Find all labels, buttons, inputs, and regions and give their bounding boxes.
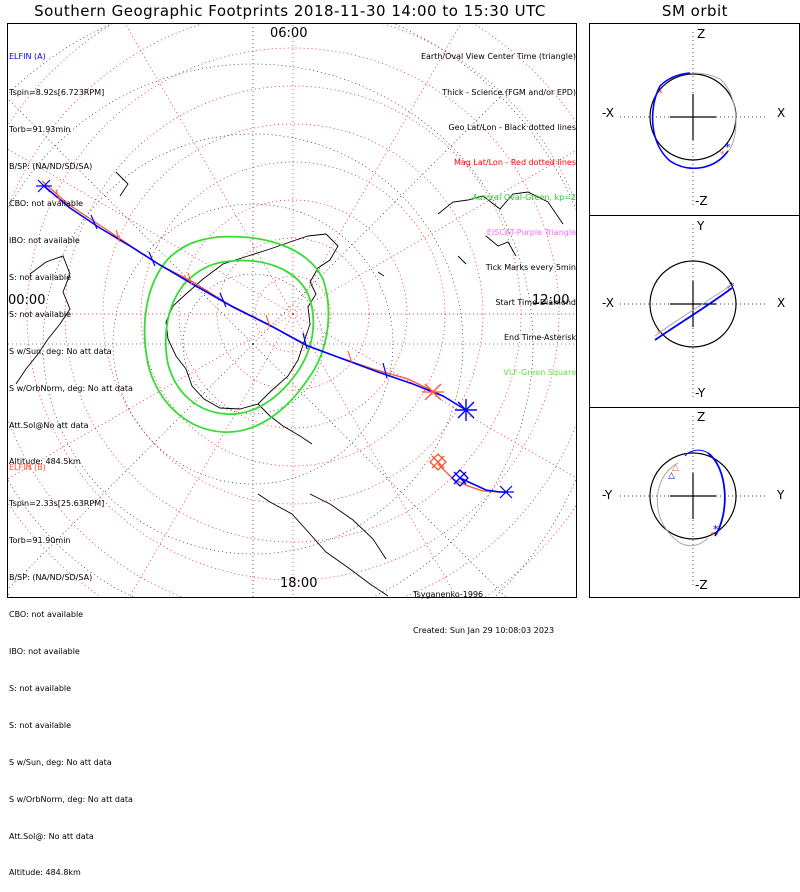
auroral-oval-outer <box>143 235 330 433</box>
elfin-b-line: B/SP: (NA/ND/SD/SA) <box>9 573 93 583</box>
elfin-a-line: S: not available <box>9 309 72 319</box>
sm-xz-left: -X <box>602 106 614 120</box>
elfin-a-start-asterisk <box>36 179 52 193</box>
time-label-bottom: 18:00 <box>280 576 318 591</box>
elfin-a-start-diamond <box>451 469 469 487</box>
southern-isles <box>115 171 467 277</box>
elfin-b-line: S w/OrbNorm, deg: No att data <box>9 794 133 804</box>
sm-yz-left: -Y <box>602 488 613 502</box>
elfin-b-ticks <box>55 189 353 364</box>
elfin-a-end-asterisk-pass2 <box>498 485 514 499</box>
sm-yz-right: Y <box>777 488 785 502</box>
sm-yz-bottom: -Z <box>695 578 708 592</box>
model-label: Tsyganenko-1996 <box>413 590 484 599</box>
sm-xy-bottom: -Y <box>695 386 706 400</box>
elfin-b-line: Tspin=2.33s[25.63RPM] <box>9 499 105 509</box>
svg-text:*: * <box>726 285 731 295</box>
sm-yz-top: Z <box>697 410 706 424</box>
elfin-a-end-asterisk <box>455 399 477 421</box>
svg-text:*: * <box>725 141 731 154</box>
elfin-b-line: S: not available <box>9 720 72 730</box>
south-america-coastline <box>257 493 389 597</box>
elfin-a-info: ELFIN (A) Tspin=8.92s[6.723RPM] Torb=91.… <box>9 26 133 481</box>
elfin-a-line: Torb=91.93min <box>9 125 71 135</box>
svg-text:*: * <box>658 89 663 99</box>
elfin-b-line: Altitude: 484.8km <box>9 868 81 878</box>
created-timestamp: Created: Sun Jan 29 10:08:03 2023 <box>413 626 555 635</box>
svg-text:*: * <box>657 329 662 339</box>
legend: Earth/Oval View Center Time (triangle) T… <box>421 28 576 391</box>
elfin-a-line: CBO: not available <box>9 199 84 209</box>
legend-item: Auroral Oval-Green, kp=2 <box>472 192 576 202</box>
sm-yz-plot: △ △ * * <box>620 416 768 588</box>
elfin-b-line: Att.Sol@: No att data <box>9 831 94 841</box>
australia-coastline <box>437 191 564 225</box>
sm-xy-plot: * * * <box>620 224 768 398</box>
elfin-b-line: Torb=91.90min <box>9 536 71 546</box>
svg-text:*: * <box>713 523 719 536</box>
africa-coastline <box>15 255 71 385</box>
elfin-a-track <box>43 185 467 411</box>
footprint-map <box>8 24 576 597</box>
elfin-b-info: ELFIN (B) Tspin=2.33s[25.63RPM] Torb=91.… <box>9 437 133 892</box>
sm-xy-left: -X <box>602 296 614 310</box>
svg-text:*: * <box>720 150 725 160</box>
svg-text:*: * <box>729 280 735 293</box>
legend-item: End Time-Asterisk <box>503 333 576 343</box>
elfin-b-start-diamond <box>429 453 447 471</box>
legend-item: EISCAT-Purple Triangle <box>486 227 576 237</box>
legend-item: Start Time-Diamond <box>495 298 576 308</box>
elfin-a-line: S: not available <box>9 272 72 282</box>
sm-xz-top: Z <box>697 27 706 41</box>
elfin-b-end-asterisk <box>422 383 444 401</box>
elfin-a-line: Att.Sol@No att data <box>9 420 89 430</box>
svg-text:△: △ <box>668 471 675 481</box>
elfin-a-line: S w/Sun, deg: No att data <box>9 346 112 356</box>
footprint-map-panel: 06:00 00:00 12:00 18:00 <box>7 23 577 598</box>
time-label-top: 06:00 <box>270 26 308 41</box>
legend-item: Tick Marks every 5min <box>485 262 576 272</box>
legend-item: Geo Lat/Lon - Black dotted lines <box>448 122 576 132</box>
svg-text:*: * <box>710 531 715 541</box>
elfin-b-line: IBO: not available <box>9 647 80 657</box>
new-zealand-coastline <box>485 235 517 257</box>
auroral-oval-inner <box>164 259 315 415</box>
elfin-a-line: IBO: not available <box>9 236 80 246</box>
legend-item: Thick - Science (FGM and/or EPD) <box>442 87 576 97</box>
legend-item: Earth/Oval View Center Time (triangle) <box>420 52 576 62</box>
elfin-a-line: Altitude: 484.5km <box>9 457 81 467</box>
credit-text: Tsyganenko-1996 Created: Sun Jan 29 10:0… <box>413 565 554 649</box>
sm-panel-yz: △ △ * * Z -Z -Y Y <box>589 407 800 598</box>
sm-xz-right: X <box>777 106 786 120</box>
sm-panel-xz: * * * Z -Z -X X <box>589 23 800 216</box>
legend-item: VLF-Green Square <box>503 368 576 378</box>
sm-xy-right: X <box>777 296 786 310</box>
elfin-b-line: CBO: not available <box>9 610 84 620</box>
plot-title: Southern Geographic Footprints 2018-11-3… <box>34 2 546 20</box>
sm-panel-xy: * * * Y -Y -X X <box>589 215 800 408</box>
sm-orbit-title: SM orbit <box>661 2 729 20</box>
antarctic-peninsula <box>257 403 313 445</box>
elfin-a-line: B/SP: (NA/ND/SD/SA) <box>9 162 93 172</box>
sm-xy-top: Y <box>697 219 705 233</box>
elfin-b-track-pass2 <box>437 463 499 493</box>
time-label-left: 00:00 <box>8 293 46 308</box>
time-label-right: 12:00 <box>532 293 570 308</box>
legend-item: Mag Lat/Lon - Red dotted lines <box>453 157 576 167</box>
elfin-b-line: S w/Sun, deg: No att data <box>9 757 112 767</box>
sm-xz-bottom: -Z <box>695 194 708 208</box>
svg-text:△: △ <box>672 463 679 473</box>
elfin-a-line: Tspin=8.92s[6.723RPM] <box>9 88 105 98</box>
geo-meridians <box>8 24 576 597</box>
elfin-a-name: ELFIN (A) <box>9 51 46 61</box>
antarctica-coastline <box>165 233 339 410</box>
sm-xz-plot: * * * <box>620 32 768 206</box>
elfin-b-line: S: not available <box>9 683 72 693</box>
elfin-b-name: ELFIN (B) <box>9 462 46 472</box>
elfin-a-line: S w/OrbNorm, deg: No att data <box>9 383 133 393</box>
elfin-a-ticks <box>90 214 388 379</box>
